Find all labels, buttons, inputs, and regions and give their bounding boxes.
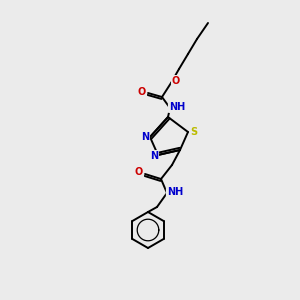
Text: O: O (138, 87, 146, 97)
Text: S: S (190, 127, 198, 137)
Text: N: N (150, 151, 158, 161)
Text: O: O (135, 167, 143, 177)
Text: NH: NH (167, 187, 183, 197)
Text: NH: NH (169, 102, 185, 112)
Text: O: O (172, 76, 180, 86)
Text: N: N (141, 132, 149, 142)
